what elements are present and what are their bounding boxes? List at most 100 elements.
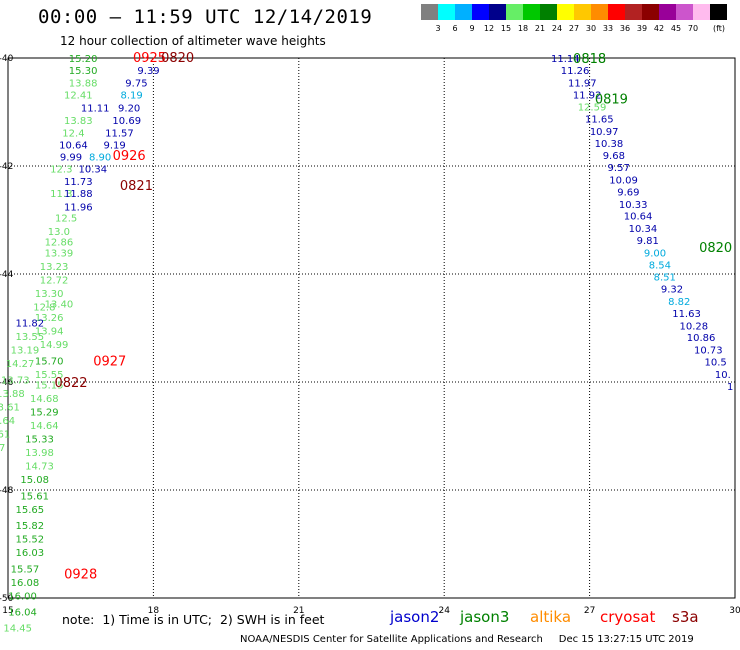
wave-height-label: 15.55 [35,370,64,381]
time-label: 0927 [93,354,126,369]
wave-height-label: 10.38 [595,139,624,150]
scale-swatch [523,4,540,20]
wave-height-label: 10.97 [590,127,619,138]
scale-swatch [710,4,727,20]
footer: NOAA/NESDIS Center for Satellite Applica… [240,634,694,645]
scale-label: 6 [452,24,458,33]
wave-height-label: 11.92 [573,91,602,102]
scale-swatch [455,4,472,20]
scale-swatch [676,4,693,20]
map-title: 00:00 – 11:59 UTC 12/14/2019 [38,6,373,28]
wave-height-label: 12.86 [45,238,74,249]
wave-height-label: 10.73 [694,346,723,357]
wave-height-label: 9.39 [137,66,159,77]
wave-height-label: 14.68 [30,394,59,405]
time-label: 0925 [133,51,166,66]
wave-height-label: 14.07 [0,443,5,454]
legend-item-s3a: s3a [672,608,699,626]
wave-height-label: 9.19 [103,140,125,151]
scale-label: 45 [670,24,682,33]
scale-swatch [625,4,642,20]
wave-height-label: 13.61 [0,402,20,413]
footer-credit: NOAA/NESDIS Center for Satellite Applica… [240,634,543,645]
wave-height-label: 13.88 [0,389,25,400]
wave-height-label: 13.83 [64,116,93,127]
scale-swatch [438,4,455,20]
wave-height-label: 14.64 [30,421,59,432]
wave-height-label: 16.03 [15,548,44,559]
wave-height-label: 15.15 [35,381,64,392]
wave-height-label: 13.55 [15,332,44,343]
scale-label: 21 [534,24,546,33]
wave-height-label: 12.41 [64,91,93,102]
scale-swatch [608,4,625,20]
wave-height-label: 14.61 [0,429,10,440]
wave-height-label: 10.64 [624,212,653,223]
wave-height-label: 13.98 [25,448,54,459]
wave-height-label: 13.30 [35,289,64,300]
x-tick-label: 30 [729,606,740,616]
wave-height-label: 12.72 [40,275,69,286]
y-tick-label: -42 [0,162,13,172]
y-tick-label: -48 [0,486,14,496]
wave-height-label: 15.20 [69,54,98,65]
wave-height-label: 9.69 [617,187,639,198]
x-tick-label: 21 [293,606,304,616]
wave-height-label: 16.04 [8,608,37,619]
scale-label: 24 [551,24,563,33]
y-tick-label: -46 [0,378,14,388]
scale-swatch [540,4,557,20]
scale-swatch [642,4,659,20]
scale-label: 27 [568,24,580,33]
wave-height-label: 12.59 [578,103,607,114]
wave-height-label: 11.63 [672,309,701,320]
time-label: 0821 [120,179,153,194]
time-label: 0926 [113,149,146,164]
wave-height-label: 8.90 [89,152,111,163]
wave-height-label: 11.88 [64,189,93,200]
wave-height-label: 8.54 [649,260,671,271]
scale-swatch [591,4,608,20]
wave-height-label: 14.27 [6,359,35,370]
wave-height-label: 11.3 [50,189,72,200]
scale-swatch [421,4,438,20]
scale-label: 12 [483,24,495,33]
wave-height-label: 10.86 [687,333,716,344]
x-tick-label: 27 [584,606,595,616]
scale-label: 15 [500,24,512,33]
wave-height-label: 10.09 [609,176,638,187]
legend-item-altika: altika [530,608,572,626]
wave-height-label: 15.82 [15,521,44,532]
scale-label: 42 [653,24,665,33]
wave-height-label: 10.34 [629,224,658,235]
wave-height-label: 15.29 [30,408,59,419]
legend-item-cryosat: cryosat [600,608,656,626]
scale-label: 30 [585,24,597,33]
wave-height-label: 8.19 [120,91,142,102]
wave-height-label: 12.3 [50,165,72,176]
wave-height-label: 9.81 [637,236,659,247]
legend-item-jason2: jason2 [390,608,440,626]
scale-label: 70 [687,24,699,33]
wave-height-label: 11.97 [568,78,597,89]
scale-label: 33 [602,24,614,33]
wave-height-label: 9.32 [661,285,683,296]
wave-height-label: 10.34 [78,165,107,176]
scale-swatch [574,4,591,20]
wave-height-label: 16.08 [11,578,40,589]
wave-height-label: 16.00 [8,591,37,602]
wave-height-label: 11.96 [64,203,93,214]
wave-height-label: 13.26 [35,313,64,324]
wave-height-label: 10.28 [679,321,708,332]
wave-height-label: 14.45 [3,624,32,635]
wave-height-label: 8.51 [654,273,676,284]
wave-height-label: 15.57 [11,564,40,575]
time-label: 0822 [54,376,87,391]
wave-height-label: 9.00 [644,248,666,259]
y-tick-label: -50 [0,594,14,604]
wave-height-label: 11.26 [561,66,590,77]
scale-label: 18 [517,24,529,33]
wave-height-label: 15.70 [35,356,64,367]
scale-swatch [693,4,710,20]
